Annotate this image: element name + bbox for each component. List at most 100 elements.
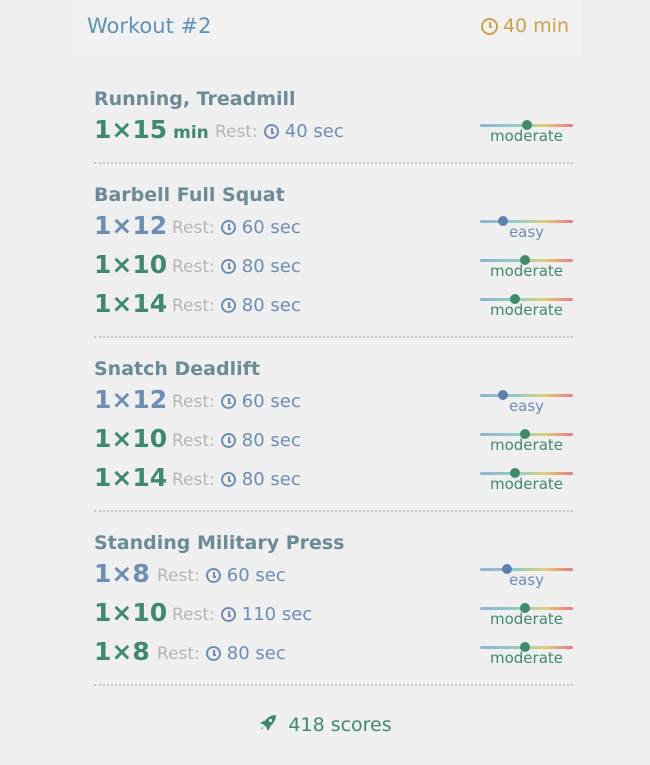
set-row: 1×10 Rest: 80 sec moderate bbox=[94, 422, 573, 461]
clock-icon bbox=[263, 124, 279, 139]
rest-value: 80 sec bbox=[241, 430, 301, 451]
rest-time: Rest: 40 sec bbox=[215, 121, 344, 142]
rest-label: Rest: bbox=[215, 121, 258, 142]
exercise-list: Running, Treadmill 1×15 min Rest: 40 sec mode… bbox=[94, 85, 573, 703]
intensity-knob[interactable] bbox=[519, 603, 530, 613]
reps-value: 1×10 bbox=[94, 424, 168, 453]
reps-value: 1×12 bbox=[94, 211, 168, 240]
clock-icon bbox=[220, 433, 236, 448]
set-row: 1×12 Rest: 60 sec easy bbox=[94, 383, 573, 422]
intensity-slider[interactable]: moderate bbox=[480, 113, 573, 151]
clock-icon bbox=[220, 472, 236, 487]
rest-label: Rest: bbox=[172, 430, 215, 451]
intensity-knob[interactable] bbox=[519, 429, 530, 439]
intensity-track bbox=[480, 394, 573, 397]
intensity-label: moderate bbox=[489, 610, 563, 628]
rest-time: Rest: 110 sec bbox=[172, 604, 312, 625]
set-row: 1×10 Rest: 80 sec moderate bbox=[94, 248, 573, 287]
exercise-name[interactable]: Snatch Deadlift bbox=[94, 358, 260, 380]
reps-value: 1×8 bbox=[94, 637, 150, 666]
intensity-knob[interactable] bbox=[501, 564, 512, 574]
intensity-knob[interactable] bbox=[519, 255, 530, 265]
intensity-knob[interactable] bbox=[510, 468, 521, 478]
clock-icon bbox=[220, 607, 236, 622]
intensity-track bbox=[480, 472, 573, 475]
intensity-track bbox=[480, 568, 573, 571]
intensity-knob[interactable] bbox=[498, 216, 509, 226]
reps-value: 1×8 bbox=[94, 559, 150, 588]
set-reps: 1×10 bbox=[94, 598, 167, 628]
intensity-label: easy bbox=[508, 223, 545, 241]
rest-value: 80 sec bbox=[241, 469, 301, 490]
reps-unit: min bbox=[173, 123, 209, 143]
intensity-label: moderate bbox=[489, 649, 563, 667]
set-reps: 1×10 bbox=[94, 424, 167, 454]
set-reps: 1×14 bbox=[94, 463, 167, 493]
set-row: 1×10 Rest: 110 sec moderate bbox=[94, 596, 573, 635]
intensity-label: easy bbox=[508, 397, 545, 415]
set-row: 1×8 Rest: 60 sec easy bbox=[94, 557, 573, 596]
intensity-label: moderate bbox=[489, 262, 563, 280]
intensity-slider[interactable]: moderate bbox=[480, 635, 573, 673]
rest-value: 110 sec bbox=[241, 604, 313, 625]
rest-time: Rest: 60 sec bbox=[172, 217, 301, 238]
rest-time: Rest: 60 sec bbox=[172, 391, 301, 412]
workout-header: Workout #2 40 min bbox=[70, 0, 584, 56]
intensity-label: moderate bbox=[489, 475, 563, 493]
clock-icon bbox=[220, 220, 236, 235]
exercise-name[interactable]: Barbell Full Squat bbox=[94, 184, 285, 206]
intensity-slider[interactable]: easy bbox=[480, 209, 573, 247]
intensity-knob[interactable] bbox=[498, 390, 509, 400]
intensity-track bbox=[480, 298, 573, 301]
intensity-slider[interactable]: moderate bbox=[480, 596, 573, 634]
rest-time: Rest: 80 sec bbox=[172, 256, 301, 277]
set-reps: 1×12 bbox=[94, 211, 167, 241]
scores-footer[interactable]: 418 scores bbox=[0, 713, 650, 736]
rest-label: Rest: bbox=[157, 643, 200, 664]
set-reps: 1×14 bbox=[94, 289, 167, 319]
rest-time: Rest: 80 sec bbox=[172, 469, 301, 490]
clock-icon bbox=[220, 298, 236, 313]
rest-value: 80 sec bbox=[226, 643, 286, 664]
clock-icon bbox=[220, 394, 236, 409]
set-row: 1×14 Rest: 80 sec moderate bbox=[94, 287, 573, 326]
set-row: 1×8 Rest: 80 sec moderate bbox=[94, 635, 573, 674]
intensity-slider[interactable]: moderate bbox=[480, 422, 573, 460]
intensity-slider[interactable]: moderate bbox=[480, 248, 573, 286]
intensity-knob[interactable] bbox=[519, 642, 530, 652]
intensity-slider[interactable]: moderate bbox=[480, 287, 573, 325]
rest-label: Rest: bbox=[172, 295, 215, 316]
set-row: 1×12 Rest: 60 sec easy bbox=[94, 209, 573, 248]
exercise-name[interactable]: Standing Military Press bbox=[94, 532, 345, 554]
rest-label: Rest: bbox=[172, 604, 215, 625]
rest-label: Rest: bbox=[172, 391, 215, 412]
exercise-block: Barbell Full Squat 1×12 Rest: 60 sec easy 1×1… bbox=[94, 181, 573, 338]
clock-icon bbox=[220, 259, 236, 274]
rest-label: Rest: bbox=[172, 256, 215, 277]
intensity-label: moderate bbox=[489, 301, 563, 319]
reps-value: 1×14 bbox=[94, 289, 168, 318]
intensity-knob[interactable] bbox=[510, 294, 521, 304]
intensity-slider[interactable]: easy bbox=[480, 557, 573, 595]
reps-value: 1×10 bbox=[94, 598, 168, 627]
rest-value: 80 sec bbox=[241, 256, 301, 277]
exercise-name[interactable]: Running, Treadmill bbox=[94, 88, 296, 110]
rocket-icon bbox=[260, 715, 277, 731]
set-reps: 1×8 bbox=[94, 637, 150, 667]
rest-value: 60 sec bbox=[226, 565, 286, 586]
intensity-label: moderate bbox=[489, 436, 563, 454]
set-reps: 1×10 bbox=[94, 250, 167, 280]
clock-icon bbox=[480, 17, 498, 35]
intensity-knob[interactable] bbox=[521, 120, 532, 130]
clock-icon bbox=[205, 646, 221, 661]
reps-value: 1×12 bbox=[94, 385, 168, 414]
intensity-label: moderate bbox=[489, 127, 563, 145]
set-reps: 1×15 min bbox=[94, 115, 209, 148]
workout-duration: 40 min bbox=[480, 15, 569, 37]
intensity-slider[interactable]: easy bbox=[480, 383, 573, 421]
workout-title: Workout #2 bbox=[87, 14, 212, 38]
reps-value: 1×14 bbox=[94, 463, 168, 492]
rest-time: Rest: 80 sec bbox=[157, 643, 286, 664]
intensity-slider[interactable]: moderate bbox=[480, 461, 573, 499]
rest-label: Rest: bbox=[157, 565, 200, 586]
